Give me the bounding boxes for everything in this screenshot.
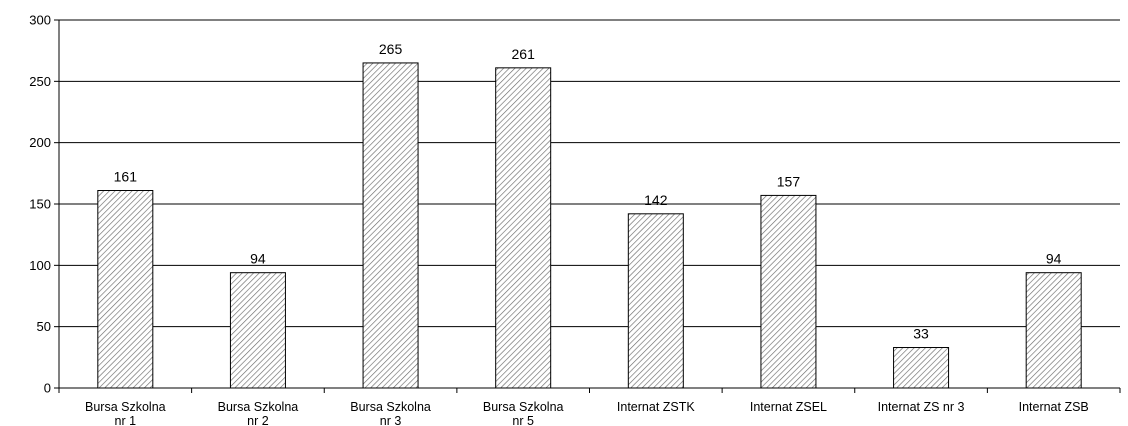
y-tick-label: 300 <box>29 13 51 28</box>
category-label: Internat ZSEL <box>750 400 827 414</box>
bar <box>363 63 418 388</box>
bar <box>894 348 949 388</box>
data-label: 265 <box>379 41 403 57</box>
y-axis: 0 50 100 150 200 250 300 <box>29 13 59 396</box>
category-label: Internat ZSB <box>1019 400 1089 414</box>
category-label: Bursa Szkolna <box>350 400 431 414</box>
data-label: 94 <box>1046 251 1062 267</box>
category-label: nr 1 <box>115 414 137 426</box>
bar <box>98 191 153 388</box>
y-tick-label: 200 <box>29 135 51 150</box>
category-label: nr 2 <box>247 414 269 426</box>
data-label: 161 <box>114 169 138 185</box>
data-label: 94 <box>250 251 266 267</box>
bar <box>628 214 683 388</box>
category-label: Internat ZS nr 3 <box>878 400 965 414</box>
category-label: nr 3 <box>380 414 402 426</box>
bar <box>761 195 816 388</box>
y-tick-label: 100 <box>29 258 51 273</box>
y-tick-label: 250 <box>29 74 51 89</box>
category-label: Bursa Szkolna <box>85 400 166 414</box>
category-label: nr 5 <box>512 414 534 426</box>
data-label: 261 <box>512 46 536 62</box>
data-label: 33 <box>913 326 929 342</box>
data-label: 157 <box>777 173 801 189</box>
y-tick-label: 0 <box>44 381 51 396</box>
bar <box>1026 273 1081 388</box>
category-label: Bursa Szkolna <box>483 400 564 414</box>
gridlines <box>59 20 1120 327</box>
bars <box>98 63 1081 388</box>
category-label: Bursa Szkolna <box>218 400 299 414</box>
bar <box>496 68 551 388</box>
category-label: Internat ZSTK <box>617 400 695 414</box>
bar <box>230 273 285 388</box>
y-tick-label: 150 <box>29 197 51 212</box>
y-tick-label: 50 <box>37 319 51 334</box>
data-label: 142 <box>644 192 668 208</box>
